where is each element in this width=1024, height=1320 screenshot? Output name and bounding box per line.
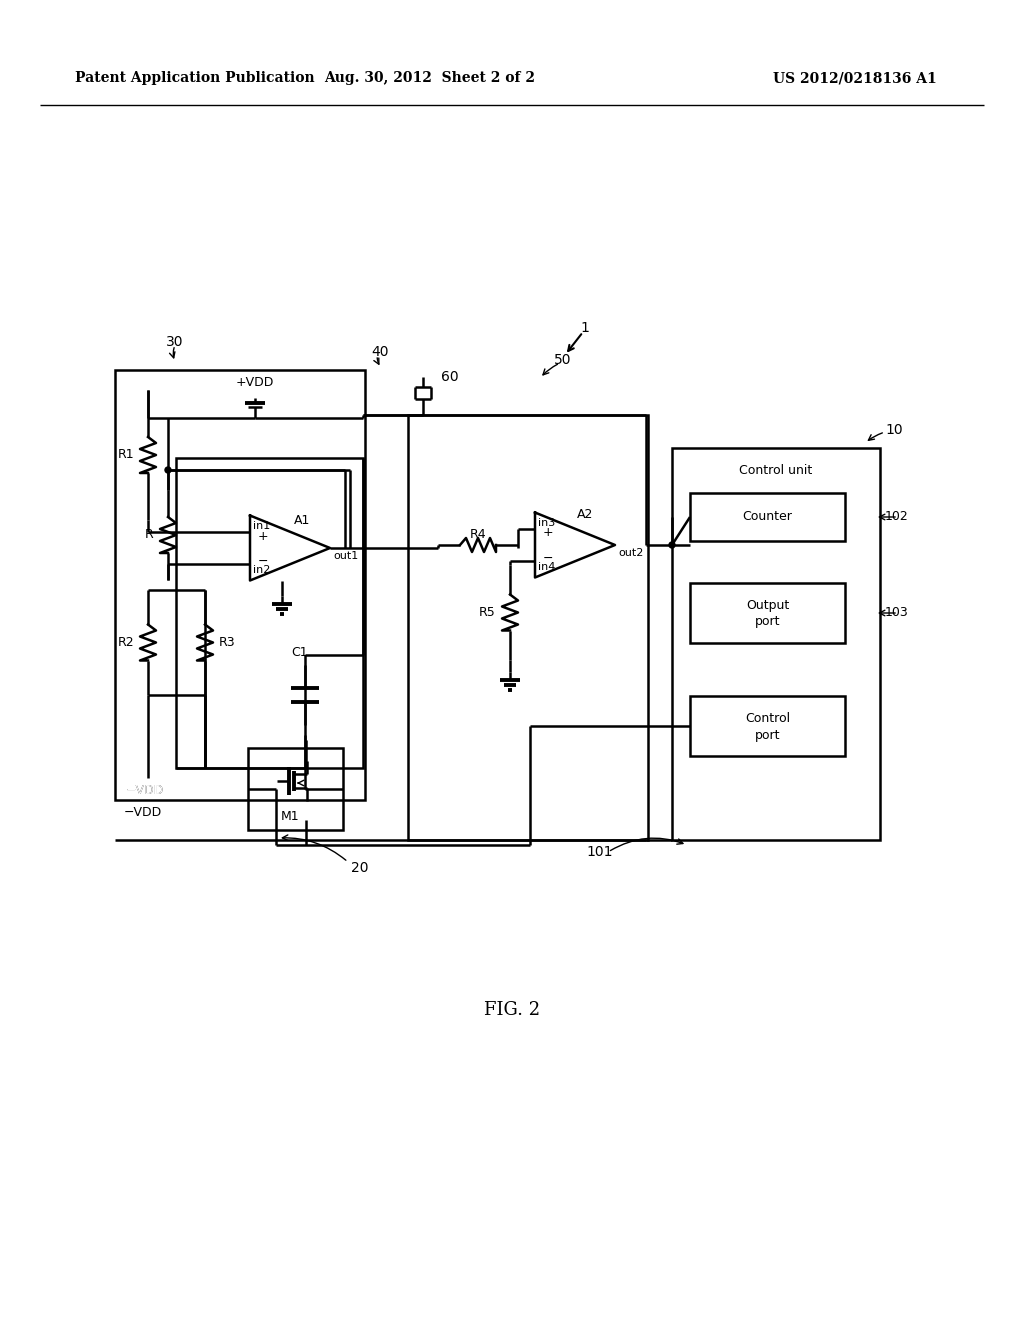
Text: in4: in4 (538, 562, 555, 572)
Text: 40: 40 (372, 345, 389, 359)
Text: 50: 50 (554, 352, 571, 367)
Text: −VDD: −VDD (126, 784, 164, 796)
Bar (176, 458, 362, 768)
Bar (672, 447, 880, 840)
Text: Aug. 30, 2012  Sheet 2 of 2: Aug. 30, 2012 Sheet 2 of 2 (325, 71, 536, 84)
Text: R: R (145, 528, 154, 541)
Text: −: − (258, 554, 268, 568)
Text: R3: R3 (219, 636, 236, 649)
Text: 101: 101 (587, 845, 613, 859)
Text: Control unit: Control unit (739, 463, 813, 477)
Text: +: + (258, 529, 268, 543)
Text: −: − (543, 552, 553, 565)
Circle shape (669, 543, 675, 548)
Text: R5: R5 (479, 606, 496, 619)
Text: R4: R4 (470, 528, 486, 540)
Bar (248, 748, 343, 830)
Text: R2: R2 (118, 636, 134, 649)
Text: R1: R1 (118, 449, 134, 462)
Text: 10: 10 (885, 422, 902, 437)
Text: +VDD: +VDD (236, 375, 274, 388)
Bar (690, 492, 845, 541)
Bar (690, 696, 845, 756)
Text: C1: C1 (292, 647, 308, 660)
Text: −VDD: −VDD (124, 805, 162, 818)
Text: +: + (543, 527, 553, 540)
Circle shape (165, 467, 171, 473)
Text: 1: 1 (581, 321, 590, 335)
Bar (690, 583, 845, 643)
Text: Patent Application Publication: Patent Application Publication (75, 71, 314, 84)
Text: out1: out1 (333, 550, 358, 561)
Text: M1: M1 (282, 809, 300, 822)
Text: 30: 30 (166, 335, 183, 348)
Text: in1: in1 (253, 521, 270, 531)
Bar (408, 414, 648, 840)
Bar (115, 370, 365, 800)
Text: in3: in3 (538, 517, 555, 528)
Text: 102: 102 (885, 511, 908, 524)
Text: Control: Control (744, 711, 791, 725)
Text: 60: 60 (441, 370, 459, 384)
Text: port: port (755, 615, 780, 628)
Text: A1: A1 (294, 513, 310, 527)
Text: US 2012/0218136 A1: US 2012/0218136 A1 (773, 71, 937, 84)
Text: port: port (755, 729, 780, 742)
Text: A2: A2 (577, 508, 593, 521)
Text: −VDD: −VDD (126, 784, 164, 796)
Text: out2: out2 (618, 548, 643, 558)
Text: FIG. 2: FIG. 2 (484, 1001, 540, 1019)
Text: 103: 103 (885, 606, 908, 619)
Text: 20: 20 (351, 861, 369, 875)
Text: Counter: Counter (742, 511, 793, 524)
Text: Output: Output (745, 598, 790, 611)
Text: in2: in2 (253, 565, 270, 576)
